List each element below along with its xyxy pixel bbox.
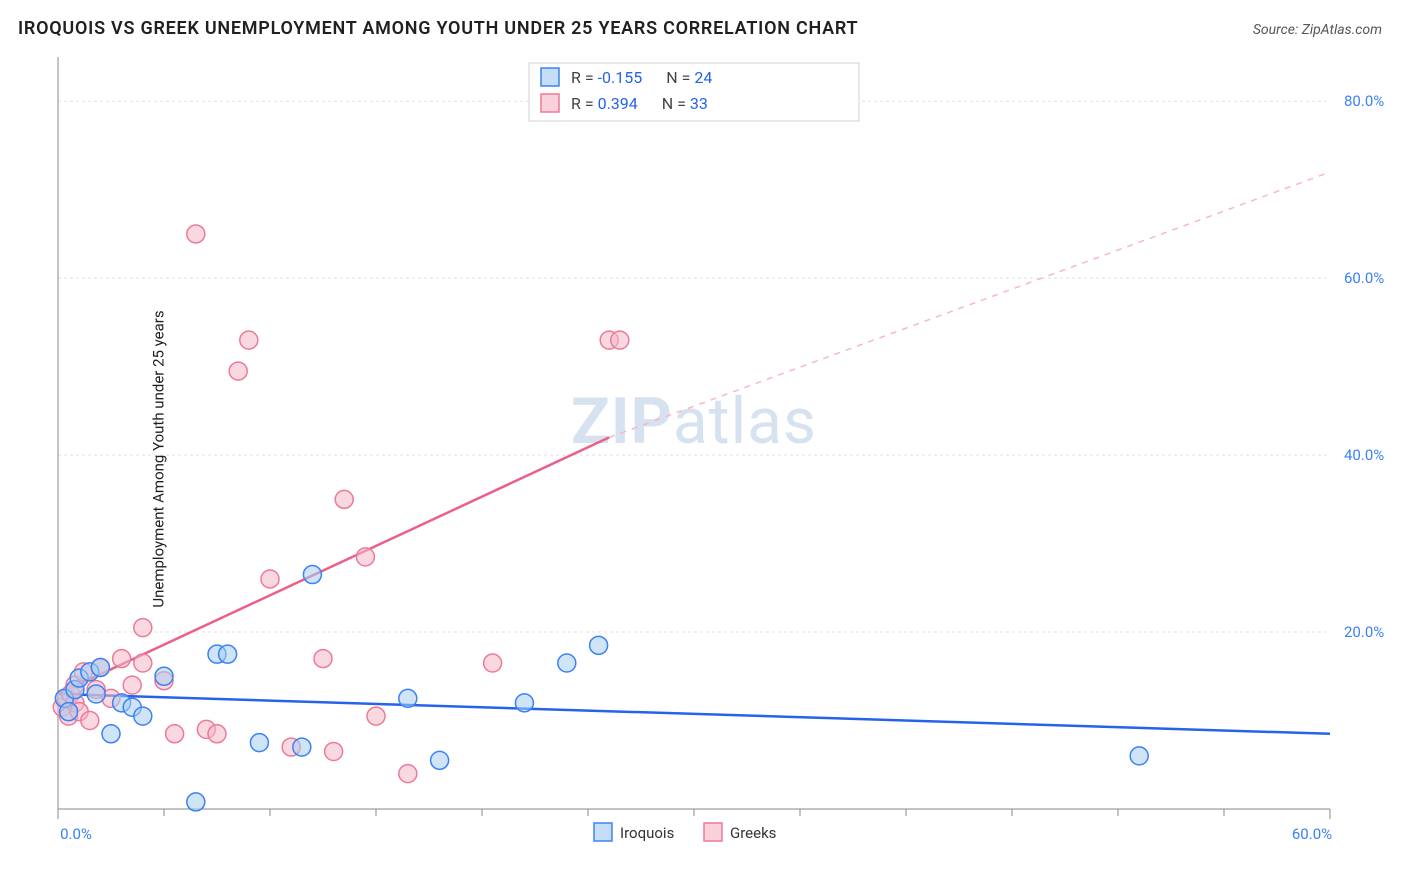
- svg-text:60.0%: 60.0%: [1292, 825, 1332, 843]
- data-point: [484, 654, 502, 672]
- data-point: [134, 654, 152, 672]
- svg-text:80.0%: 80.0%: [1344, 92, 1384, 110]
- data-point: [81, 712, 99, 730]
- data-point: [335, 490, 353, 508]
- data-point: [1130, 747, 1148, 765]
- chart-header: IROQUOIS VS GREEK UNEMPLOYMENT AMONG YOU…: [0, 0, 1406, 49]
- data-point: [611, 331, 629, 349]
- legend-label: Greeks: [730, 824, 776, 842]
- data-point: [87, 685, 105, 703]
- data-point: [208, 725, 226, 743]
- data-point: [134, 707, 152, 725]
- svg-text:40.0%: 40.0%: [1344, 446, 1384, 464]
- data-point: [229, 362, 247, 380]
- scatter-chart: ZIPatlas 0.0% 60.0% 20.0% 40.0% 60.0% 80.0% R =…: [0, 49, 1406, 869]
- data-point: [303, 566, 321, 584]
- data-point: [123, 676, 141, 694]
- data-point: [399, 689, 417, 707]
- data-point: [240, 331, 258, 349]
- svg-text:60.0%: 60.0%: [1344, 269, 1384, 287]
- data-point: [134, 619, 152, 637]
- data-point: [325, 742, 343, 760]
- data-point: [314, 650, 332, 668]
- legend-label: Iroquois: [620, 824, 674, 842]
- data-point: [91, 658, 109, 676]
- data-point: [515, 694, 533, 712]
- data-point: [399, 765, 417, 783]
- data-point: [166, 725, 184, 743]
- data-point: [431, 751, 449, 769]
- data-point: [155, 667, 173, 685]
- chart-source: Source: ZipAtlas.com: [1253, 22, 1382, 38]
- data-point: [60, 703, 78, 721]
- chart-area: Unemployment Among Youth under 25 years …: [0, 49, 1406, 869]
- chart-title: IROQUOIS VS GREEK UNEMPLOYMENT AMONG YOU…: [18, 18, 858, 39]
- data-point: [590, 636, 608, 654]
- data-point: [356, 548, 374, 566]
- data-point: [250, 734, 268, 752]
- svg-text:20.0%: 20.0%: [1344, 623, 1384, 641]
- svg-text:0.0%: 0.0%: [60, 825, 92, 843]
- legend-swatch: [704, 823, 722, 841]
- data-point: [219, 645, 237, 663]
- data-point: [293, 738, 311, 756]
- data-point: [187, 793, 205, 811]
- data-point: [187, 225, 205, 243]
- y-axis-label: Unemployment Among Youth under 25 years: [150, 310, 168, 607]
- data-point: [102, 725, 120, 743]
- data-point: [261, 570, 279, 588]
- data-point: [367, 707, 385, 725]
- svg-text:R = -0.155N = 24: R = -0.155N = 24: [571, 68, 712, 87]
- data-point: [113, 650, 131, 668]
- svg-text:ZIPatlas: ZIPatlas: [571, 384, 817, 459]
- legend-swatch: [594, 823, 612, 841]
- data-point: [558, 654, 576, 672]
